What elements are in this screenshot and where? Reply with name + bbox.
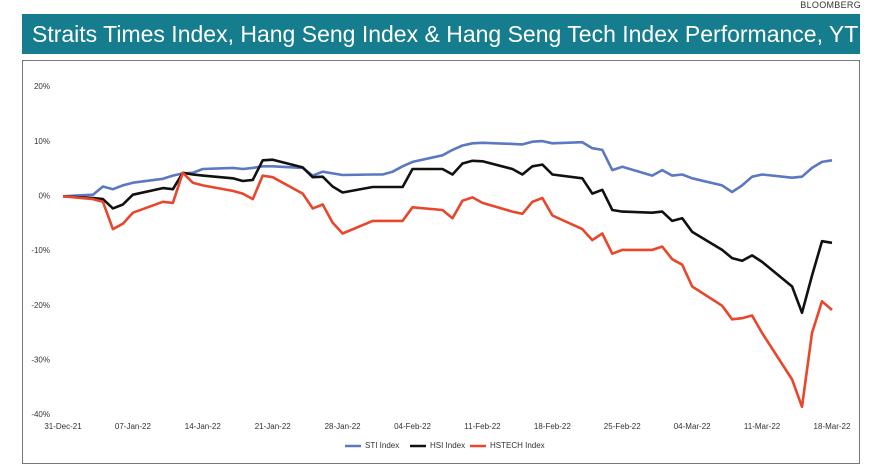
x-tick-label: 18-Mar-22 [814,422,851,431]
x-tick-label: 21-Jan-22 [255,422,292,431]
x-tick-label: 18-Feb-22 [534,422,571,431]
x-tick-label: 04-Feb-22 [394,422,431,431]
legend-label: HSI Index [430,441,465,450]
legend-label: HSTECH Index [490,441,545,450]
y-tick-label: -10% [31,246,50,255]
title-banner: Straits Times Index, Hang Seng Index & H… [22,14,869,54]
chart-title: Straits Times Index, Hang Seng Index & H… [32,21,869,47]
x-tick-label: 07-Jan-22 [115,422,152,431]
x-tick-label: 14-Jan-22 [185,422,222,431]
series-line [62,158,833,315]
source: BLOOMBERG [800,0,861,10]
y-tick-label: 20% [34,82,50,91]
y-tick-label: -40% [31,410,50,419]
x-tick-label: 11-Feb-22 [464,422,501,431]
y-tick-label: -20% [31,301,50,310]
x-tick-label: 25-Feb-22 [604,422,641,431]
series-line [62,139,833,198]
series-line [62,171,833,409]
y-tick-label: -30% [31,355,50,364]
x-tick-label: 11-Mar-22 [744,422,781,431]
y-tick-label: 10% [34,137,50,146]
chart-frame [22,60,860,464]
x-tick-label: 31-Dec-21 [44,422,82,431]
x-tick-label: 28-Jan-22 [325,422,362,431]
x-tick-label: 04-Mar-22 [674,422,711,431]
legend-label: STI Index [365,441,399,450]
y-tick-label: 0% [38,191,50,200]
